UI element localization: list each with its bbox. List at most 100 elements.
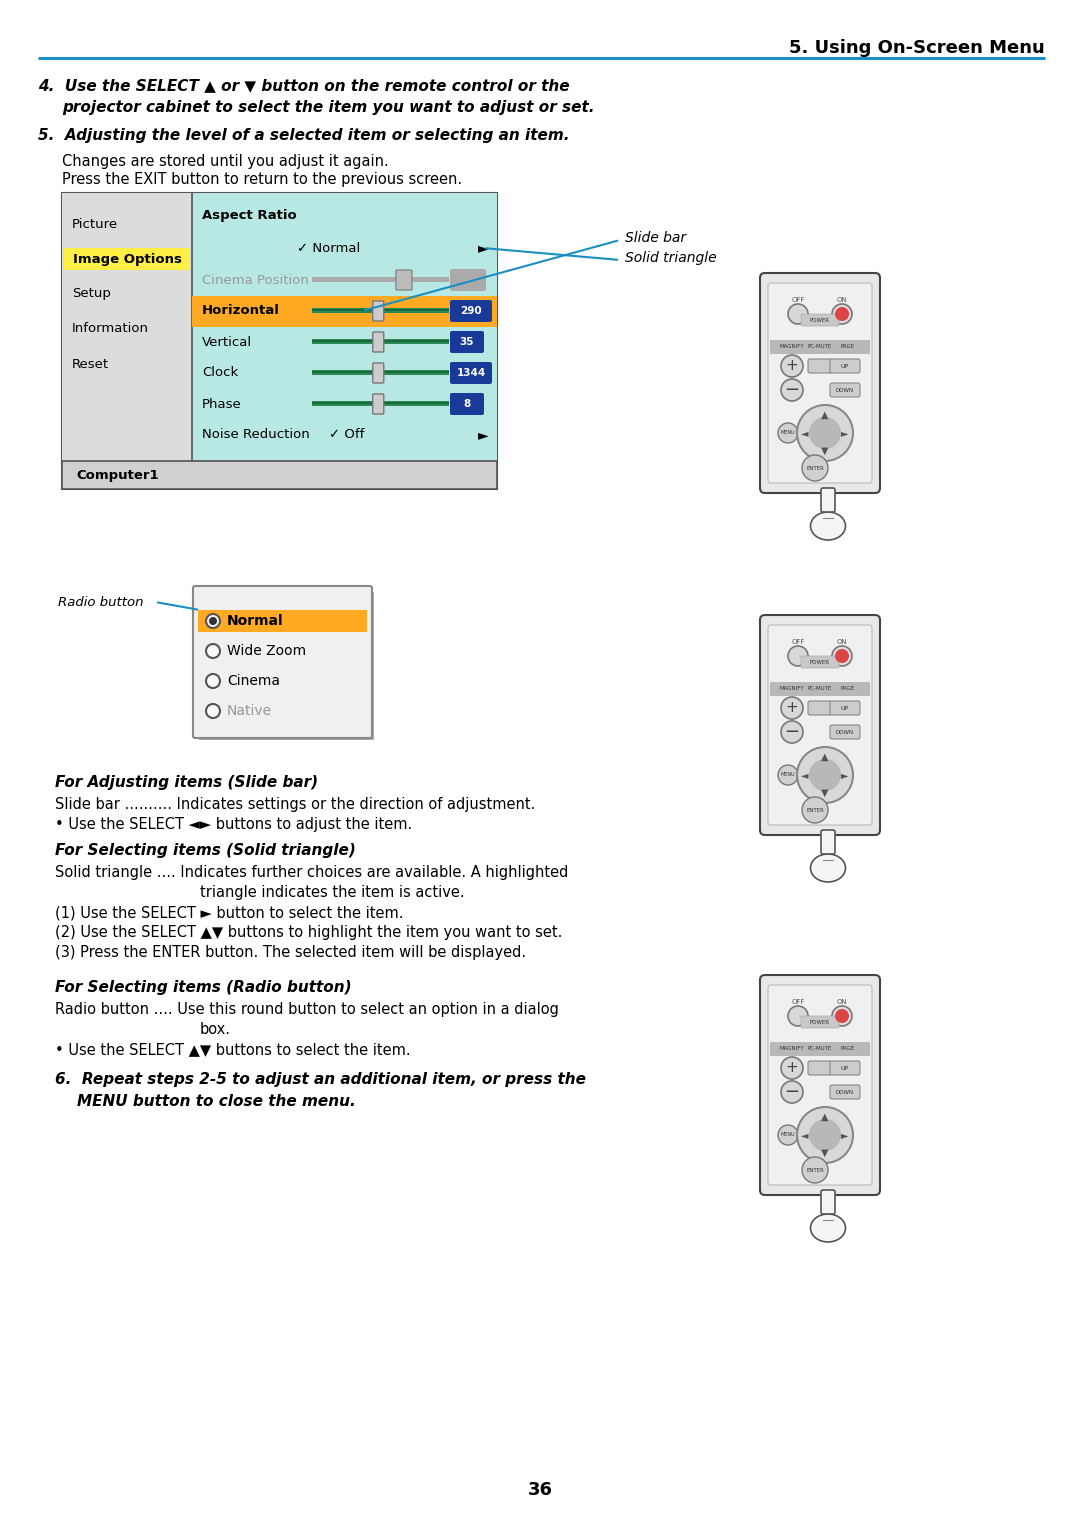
FancyBboxPatch shape	[450, 331, 484, 353]
FancyBboxPatch shape	[831, 725, 860, 739]
Text: DOWN: DOWN	[836, 729, 854, 734]
Text: ◄: ◄	[801, 427, 809, 438]
Text: MENU button to close the menu.: MENU button to close the menu.	[77, 1094, 355, 1109]
FancyBboxPatch shape	[450, 394, 484, 415]
FancyBboxPatch shape	[821, 1190, 835, 1215]
Bar	[770, 1042, 870, 1056]
FancyBboxPatch shape	[801, 314, 839, 327]
Circle shape	[809, 758, 841, 790]
Text: PAGE: PAGE	[841, 345, 855, 349]
Circle shape	[778, 1125, 798, 1144]
Text: Setup: Setup	[72, 287, 111, 301]
Text: POWER: POWER	[810, 659, 831, 664]
Ellipse shape	[797, 404, 853, 461]
Text: (1) Use the SELECT ► button to select the item.: (1) Use the SELECT ► button to select th…	[55, 905, 404, 920]
Text: Native: Native	[227, 703, 272, 719]
Circle shape	[781, 1058, 804, 1079]
Text: Press the EXIT button to return to the previous screen.: Press the EXIT button to return to the p…	[62, 172, 462, 188]
Circle shape	[802, 1157, 828, 1183]
Text: Solid triangle .... Indicates further choices are available. A highlighted: Solid triangle .... Indicates further ch…	[55, 865, 568, 881]
Text: Changes are stored until you adjust it again.: Changes are stored until you adjust it a…	[62, 154, 389, 169]
Text: For Selecting items (Solid triangle): For Selecting items (Solid triangle)	[55, 842, 356, 858]
Text: ◄: ◄	[801, 1129, 809, 1140]
Text: • Use the SELECT ▲▼ buttons to select the item.: • Use the SELECT ▲▼ buttons to select th…	[55, 1042, 410, 1058]
FancyBboxPatch shape	[831, 700, 860, 716]
FancyBboxPatch shape	[373, 301, 383, 320]
Text: Horizontal: Horizontal	[202, 305, 280, 317]
Text: MENU: MENU	[781, 430, 795, 435]
Bar	[62, 192, 497, 488]
Text: MENU: MENU	[781, 1132, 795, 1137]
Text: 35: 35	[460, 337, 474, 346]
Text: ON: ON	[837, 298, 848, 304]
Text: −: −	[784, 1083, 799, 1100]
FancyBboxPatch shape	[450, 362, 492, 385]
Text: DOWN: DOWN	[836, 388, 854, 392]
Text: 1344: 1344	[457, 368, 486, 378]
Circle shape	[778, 423, 798, 443]
Bar	[770, 340, 870, 354]
Text: UP: UP	[841, 705, 849, 711]
Text: PC-MUTE: PC-MUTE	[808, 1047, 832, 1051]
Text: Picture: Picture	[72, 218, 118, 230]
Circle shape	[809, 1119, 841, 1151]
Text: ENTER: ENTER	[806, 1167, 824, 1172]
Bar	[312, 371, 449, 372]
Text: PC-MUTE: PC-MUTE	[808, 345, 832, 349]
FancyBboxPatch shape	[450, 301, 492, 322]
Text: triangle indicates the item is active.: triangle indicates the item is active.	[200, 885, 464, 900]
FancyBboxPatch shape	[373, 394, 383, 414]
Circle shape	[781, 1080, 804, 1103]
Circle shape	[835, 1009, 849, 1022]
Circle shape	[802, 797, 828, 823]
Circle shape	[210, 617, 217, 626]
Text: PC-MUTE: PC-MUTE	[808, 687, 832, 691]
Text: MAGNIFY: MAGNIFY	[780, 1047, 805, 1051]
Bar	[312, 401, 449, 404]
Text: ►: ►	[477, 241, 488, 255]
FancyBboxPatch shape	[808, 359, 832, 372]
FancyBboxPatch shape	[831, 1061, 860, 1074]
Text: ▼: ▼	[821, 1148, 828, 1158]
Text: +: +	[785, 359, 798, 374]
Circle shape	[778, 765, 798, 784]
Bar	[312, 278, 449, 282]
Text: Reset: Reset	[72, 357, 109, 371]
Text: Phase: Phase	[202, 397, 242, 410]
Text: ►: ►	[841, 771, 849, 780]
Text: ENTER: ENTER	[806, 465, 824, 470]
FancyBboxPatch shape	[373, 333, 383, 353]
Circle shape	[788, 304, 808, 324]
Text: UP: UP	[841, 1065, 849, 1071]
Ellipse shape	[797, 748, 853, 803]
Circle shape	[781, 378, 804, 401]
FancyBboxPatch shape	[373, 363, 383, 383]
FancyBboxPatch shape	[801, 1016, 839, 1029]
Text: Aspect Ratio: Aspect Ratio	[202, 209, 297, 221]
FancyBboxPatch shape	[760, 615, 880, 835]
Text: Clock: Clock	[202, 366, 239, 380]
FancyBboxPatch shape	[821, 488, 835, 513]
Text: +: +	[785, 700, 798, 716]
Circle shape	[206, 703, 220, 719]
FancyBboxPatch shape	[450, 269, 486, 291]
Bar	[198, 610, 367, 632]
Text: POWER: POWER	[810, 1019, 831, 1024]
Text: ►: ►	[477, 427, 488, 443]
Text: Information: Information	[72, 322, 149, 336]
Bar	[312, 369, 449, 375]
Text: Vertical: Vertical	[202, 336, 252, 348]
Circle shape	[835, 307, 849, 320]
Ellipse shape	[810, 513, 846, 540]
Text: Normal: Normal	[227, 613, 284, 629]
FancyBboxPatch shape	[760, 975, 880, 1195]
Bar	[312, 401, 449, 406]
Bar	[312, 308, 449, 313]
Text: MAGNIFY: MAGNIFY	[780, 687, 805, 691]
Text: DOWN: DOWN	[836, 1090, 854, 1094]
Text: −: −	[784, 723, 799, 742]
Text: ►: ►	[841, 1129, 849, 1140]
Text: ON: ON	[837, 639, 848, 645]
Text: box.: box.	[200, 1022, 231, 1038]
Text: OFF: OFF	[792, 298, 805, 304]
